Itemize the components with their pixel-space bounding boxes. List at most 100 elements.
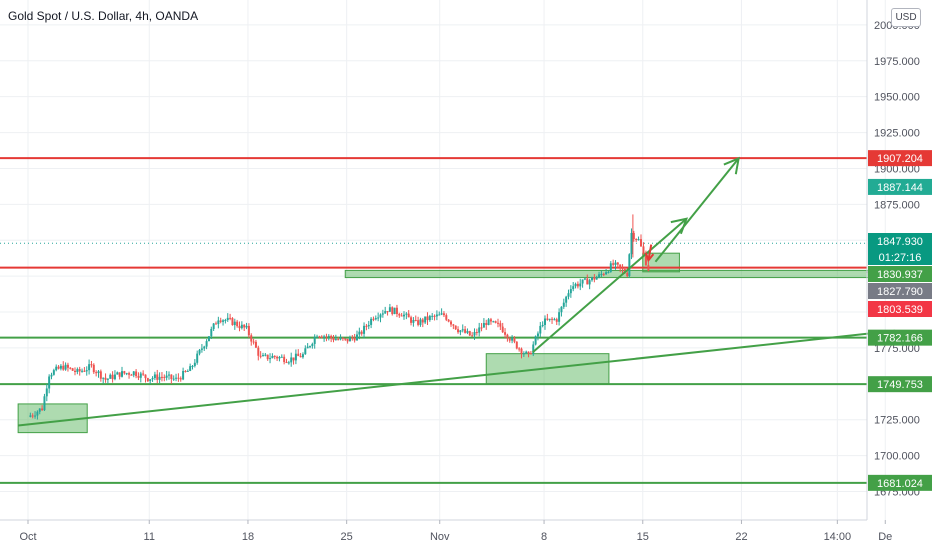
- nov-trendline: [532, 217, 688, 353]
- candle-body: [612, 263, 615, 265]
- candle-body: [269, 358, 272, 360]
- candle-body: [224, 319, 227, 321]
- candle-body: [644, 253, 647, 266]
- candle-body: [200, 348, 203, 350]
- candle-body: [642, 246, 645, 254]
- candle-body: [240, 324, 243, 329]
- candle-body: [299, 356, 302, 358]
- time-axis[interactable]: Oct 11 18 25 Nov 8 15 22 14:00 De: [19, 520, 892, 543]
- candle-body: [602, 273, 605, 275]
- candle-body: [273, 355, 276, 357]
- price-tick-label: 1900.000: [874, 163, 920, 175]
- candle-body: [492, 321, 495, 323]
- currency-button[interactable]: USD: [891, 8, 921, 27]
- candle-body: [43, 396, 46, 411]
- candle-body: [323, 336, 326, 338]
- candle-body: [257, 347, 260, 356]
- candle-body: [353, 337, 356, 341]
- candle-body: [609, 263, 612, 272]
- candle-body: [306, 346, 309, 349]
- candle-body: [285, 362, 288, 364]
- candle-body: [334, 339, 337, 341]
- candle-body: [639, 239, 642, 247]
- candle-body: [419, 319, 422, 325]
- candle-body: [454, 325, 457, 330]
- candle-body: [499, 323, 502, 327]
- candle-body: [447, 319, 450, 322]
- candle-body: [313, 336, 316, 344]
- candle-body: [184, 370, 187, 372]
- price-label-support-line: [868, 266, 932, 282]
- price-label-text: 1803.539: [877, 304, 923, 316]
- candle-body: [38, 408, 41, 412]
- candle-body: [647, 265, 650, 271]
- candle-body: [196, 353, 199, 363]
- candle-body: [480, 327, 483, 329]
- candle-body: [365, 325, 368, 327]
- candle-body: [198, 349, 201, 354]
- candle-body: [294, 353, 297, 361]
- candle-body: [555, 319, 558, 322]
- candle-body: [637, 239, 640, 241]
- candle-body: [393, 307, 396, 315]
- candle-body: [245, 325, 248, 328]
- candle-body: [92, 364, 95, 373]
- price-label-text: 01:27:16: [879, 252, 922, 264]
- candle-body: [229, 317, 232, 319]
- candle-body: [325, 336, 328, 338]
- long-trendline: [18, 329, 896, 427]
- candle-body: [497, 322, 499, 324]
- candle-body: [529, 353, 532, 355]
- candle-body: [442, 313, 445, 316]
- time-tick-label: 14:00: [824, 531, 852, 543]
- candle-body: [182, 370, 185, 380]
- candle-body: [170, 374, 173, 379]
- candle-body: [450, 321, 452, 325]
- candle-body: [520, 348, 523, 354]
- candle-body: [405, 313, 408, 315]
- candle-body: [426, 316, 429, 321]
- candle-body: [111, 374, 114, 380]
- candle-body: [635, 239, 638, 241]
- candle-body: [384, 311, 387, 314]
- candle-body: [123, 371, 126, 374]
- candle-body: [513, 337, 516, 342]
- candle-body: [52, 370, 55, 375]
- candle-body: [508, 338, 511, 341]
- time-tick-label: 25: [341, 531, 353, 543]
- candle-body: [407, 313, 410, 318]
- candle-body: [435, 314, 438, 317]
- price-label-support-line: [868, 474, 932, 491]
- candle-body: [473, 331, 476, 336]
- candle-body: [525, 351, 528, 354]
- candle-body: [116, 372, 119, 375]
- price-label-resistance-line: [868, 150, 932, 167]
- candle-body: [292, 357, 295, 361]
- candle-body: [400, 315, 403, 317]
- candle-body: [421, 319, 424, 323]
- small-red-arrow: [647, 244, 653, 261]
- candle-body: [41, 408, 44, 411]
- candle-body: [71, 368, 74, 371]
- candle-body: [337, 339, 340, 341]
- candle-body: [175, 377, 178, 379]
- candle-body: [630, 232, 633, 255]
- candle-body: [309, 346, 311, 348]
- candle-body: [247, 325, 250, 336]
- candle-body: [158, 376, 161, 380]
- candle-body: [304, 348, 307, 355]
- candle-body: [548, 318, 551, 320]
- candle-body: [593, 277, 596, 280]
- candle-body: [168, 374, 170, 376]
- candle-body: [177, 377, 180, 379]
- candle-body: [66, 364, 69, 368]
- candle-body: [283, 356, 286, 363]
- time-tick-label: 15: [637, 531, 649, 543]
- price-label-stop: [868, 301, 932, 317]
- candle-body: [287, 362, 290, 364]
- candle-body: [487, 319, 490, 325]
- candle-body: [102, 377, 105, 379]
- price-label-text: 1847.930: [877, 236, 923, 248]
- candle-body: [153, 374, 156, 379]
